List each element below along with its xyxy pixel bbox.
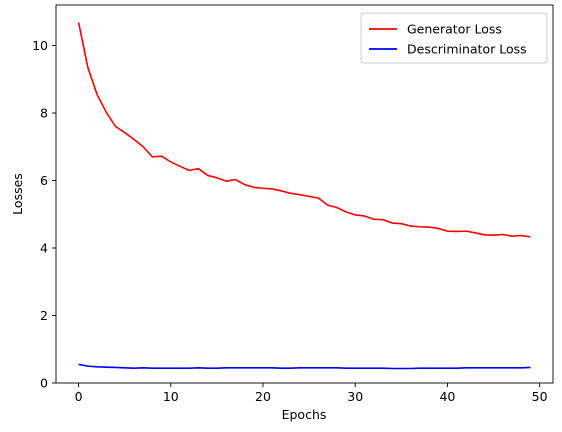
x-tick-label: 40 [439, 389, 455, 404]
y-tick-label: 8 [40, 106, 48, 121]
legend-label-descriminator: Descriminator Loss [407, 42, 527, 57]
y-axis-label: Losses [10, 173, 25, 215]
descriminator-loss-line [78, 363, 531, 370]
legend: Generator Loss Descriminator Loss [360, 12, 548, 64]
x-tick-label: 50 [532, 389, 548, 404]
y-tick-label: 10 [32, 38, 48, 53]
legend-label-generator: Generator Loss [407, 22, 502, 37]
y-tick-label: 4 [40, 241, 48, 256]
y-axis-ticks: 0 2 4 6 8 10 [32, 38, 56, 391]
y-tick-label: 2 [40, 308, 48, 323]
plot-frame [55, 4, 554, 384]
series-layer [77, 22, 531, 370]
x-tick-label: 20 [255, 389, 271, 404]
y-tick-label: 0 [40, 376, 48, 391]
y-tick-label: 6 [40, 173, 48, 188]
x-tick-label: 10 [163, 389, 179, 404]
x-tick-label: 0 [75, 389, 83, 404]
plot-area [56, 5, 553, 383]
x-axis-label: Epochs [282, 407, 327, 422]
x-axis-ticks: 0 10 20 30 40 50 [75, 383, 548, 404]
x-tick-label: 30 [347, 389, 363, 404]
generator-loss-line [77, 22, 531, 238]
legend-box [360, 12, 548, 64]
